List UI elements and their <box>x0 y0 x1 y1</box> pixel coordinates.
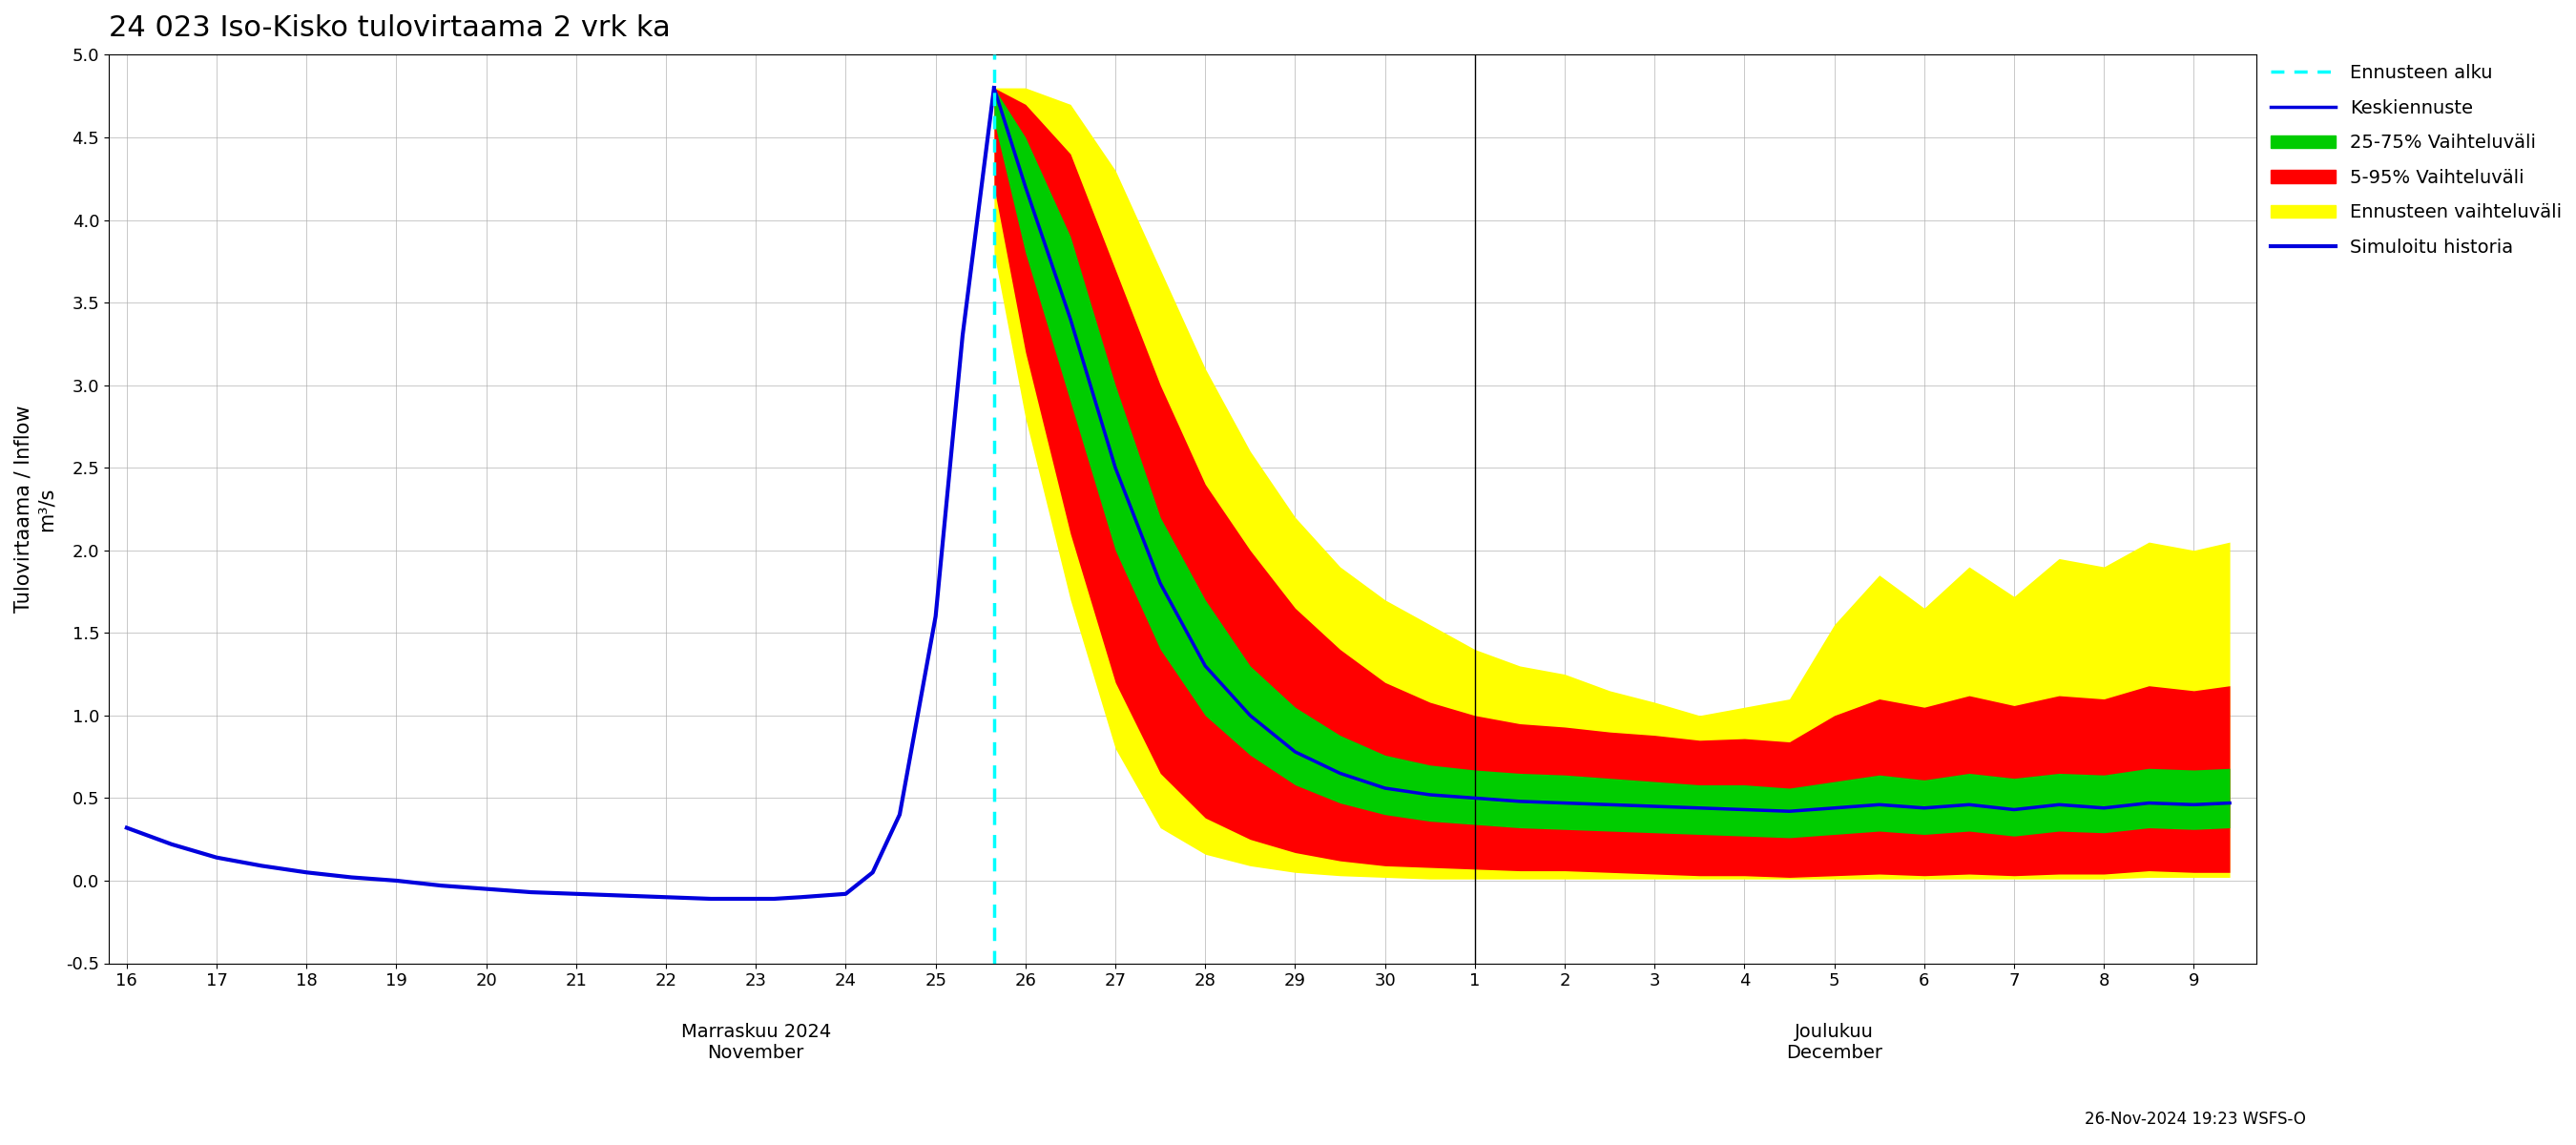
Text: Marraskuu 2024
November: Marraskuu 2024 November <box>680 1022 832 1063</box>
Text: 26-Nov-2024 19:23 WSFS-O: 26-Nov-2024 19:23 WSFS-O <box>2084 1111 2306 1128</box>
Legend: Ennusteen alku, Keskiennuste, 25-75% Vaihteluväli, 5-95% Vaihteluväli, Ennusteen: Ennusteen alku, Keskiennuste, 25-75% Vai… <box>2269 64 2563 256</box>
Y-axis label: Tulovirtaama / Inflow
m³/s: Tulovirtaama / Inflow m³/s <box>15 405 57 613</box>
Text: 24 023 Iso-Kisko tulovirtaama 2 vrk ka: 24 023 Iso-Kisko tulovirtaama 2 vrk ka <box>108 14 670 42</box>
Text: Joulukuu
December: Joulukuu December <box>1785 1022 1883 1063</box>
